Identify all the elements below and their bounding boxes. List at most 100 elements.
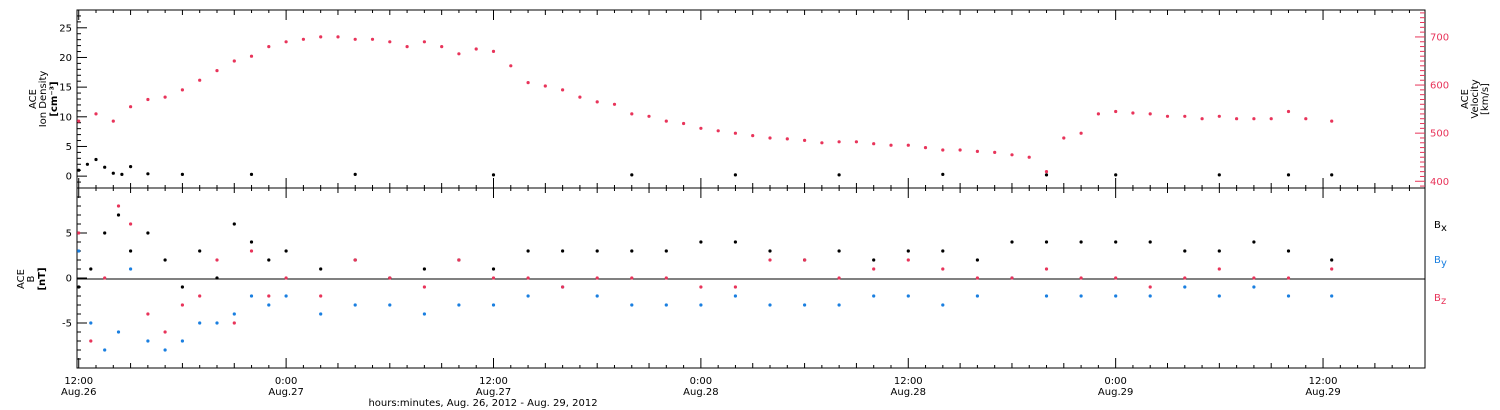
velocity-tick-label: 700 [1430, 32, 1449, 43]
bx-point [595, 249, 599, 253]
bx-point [699, 240, 703, 244]
bz-point [353, 258, 357, 262]
by-point [768, 303, 772, 307]
ion-density-point [1330, 173, 1334, 177]
bx-point [284, 249, 288, 253]
by-point [872, 294, 876, 298]
velocity-point [77, 119, 81, 123]
bz-point [215, 258, 219, 262]
x-tick-time-label: 0:00 [275, 376, 297, 387]
bx-point [837, 249, 841, 253]
velocity-point [578, 95, 582, 99]
ion-density-point [146, 172, 150, 176]
bx-point [1114, 240, 1118, 244]
by-point [116, 330, 121, 334]
ion-density-point [941, 172, 945, 176]
by-point [163, 348, 167, 352]
bx-point [975, 258, 980, 262]
velocity-point [1165, 114, 1170, 118]
velocity-point [923, 146, 928, 150]
bz-point [975, 276, 980, 280]
density-ylabel-line3: [cm⁻³] [49, 81, 60, 116]
velocity-point [440, 45, 444, 49]
bz-point [1330, 267, 1334, 271]
velocity-point [370, 37, 375, 41]
density-tick-label: 10 [59, 112, 72, 123]
x-tick-time-label: 12:00 [1309, 376, 1338, 387]
bz-point [232, 321, 236, 325]
bx-point [89, 267, 93, 271]
bz-point [630, 276, 634, 280]
bx-point [180, 285, 184, 289]
bx-point [630, 249, 634, 253]
bz-point [595, 276, 599, 280]
density-tick-label: 20 [59, 53, 72, 64]
x-axis-label: hours:minutes, Aug. 26, 2012 - Aug. 29, … [368, 398, 597, 409]
velocity-point [699, 126, 703, 130]
velocity-point [388, 40, 392, 44]
bz-point [267, 294, 271, 298]
velocity-point [612, 102, 617, 106]
bz-point [129, 222, 133, 226]
velocity-point [94, 112, 98, 116]
velocity-point [647, 114, 651, 118]
velocity-point [111, 119, 115, 123]
ion-density-point [129, 165, 133, 169]
by-point [1148, 294, 1152, 298]
by-point [1217, 294, 1221, 298]
velocity-point [526, 81, 530, 85]
velocity-point [1010, 153, 1014, 157]
by-point [284, 294, 288, 298]
bx-point [664, 249, 668, 253]
bx-point [1044, 240, 1049, 244]
bz-point [77, 231, 81, 235]
velocity-tick-label: 400 [1430, 177, 1449, 188]
b-ylabel-line2: B [26, 275, 37, 282]
velocity-point [630, 112, 634, 116]
bz-point [1079, 276, 1083, 280]
velocity-point [474, 47, 478, 51]
bx-point [1010, 240, 1014, 244]
bx-point [1148, 240, 1152, 244]
by-point [733, 294, 738, 298]
x-tick-time-label: 12:00 [894, 376, 923, 387]
velocity-point [129, 105, 133, 109]
velocity-point [232, 59, 236, 63]
b-ylabel-line3: [nT] [37, 267, 48, 290]
bx-point [1286, 249, 1291, 253]
bx-point [872, 258, 876, 262]
velocity-point [1062, 136, 1066, 140]
bz-point [1252, 276, 1256, 280]
bz-point [1286, 276, 1291, 280]
bz-point [89, 339, 93, 343]
density-tick-label: 25 [59, 23, 72, 34]
ion-density-point [180, 172, 184, 176]
density-tick-label: 15 [59, 83, 72, 94]
bz-point [733, 285, 738, 289]
velocity-ylabel-line3: [km/s] [1480, 83, 1491, 115]
by-point [906, 294, 910, 298]
top-right-axis-ticks: 400 500 600 700 [1415, 12, 1449, 188]
by-point [319, 312, 323, 316]
ion-density-point [733, 173, 738, 177]
bz-point [422, 285, 426, 289]
velocity-point [1044, 170, 1049, 174]
bz [77, 204, 1334, 343]
legend-bz-name: B [1434, 293, 1441, 304]
velocity-point [785, 137, 789, 141]
velocity-point [1304, 117, 1308, 121]
bx-point [232, 222, 236, 226]
velocity-point [561, 88, 565, 92]
bz-point [457, 258, 461, 262]
panel-top-frame [76, 9, 1426, 189]
velocity-point [146, 97, 150, 102]
legend-bx: B x [1434, 220, 1447, 234]
bz-point [284, 276, 288, 280]
by-point [77, 249, 81, 253]
velocity-point [889, 143, 893, 147]
bz-point [180, 303, 184, 307]
velocity-point [180, 88, 184, 92]
bx-point [129, 249, 133, 253]
velocity-point [941, 148, 945, 152]
